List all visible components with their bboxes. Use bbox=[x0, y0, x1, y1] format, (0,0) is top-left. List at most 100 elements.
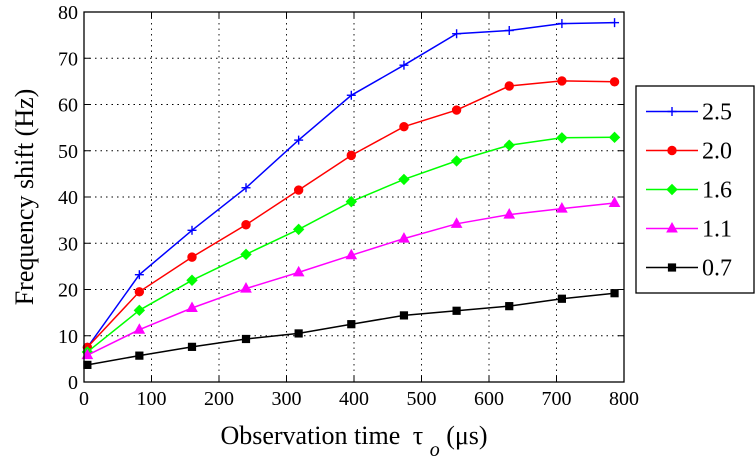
series-line bbox=[87, 292, 615, 366]
data-point bbox=[451, 105, 462, 115]
x-axis-title-unit: (μs) bbox=[446, 421, 487, 450]
legend-label: 1.1 bbox=[702, 217, 732, 243]
data-point bbox=[398, 232, 410, 243]
data-point bbox=[610, 18, 620, 28]
legend-item: 0.7 bbox=[646, 256, 732, 282]
data-point bbox=[187, 225, 197, 235]
data-point bbox=[293, 185, 304, 195]
x-tick-label: 300 bbox=[272, 388, 302, 410]
data-point bbox=[292, 265, 305, 277]
data-point bbox=[452, 29, 462, 39]
data-point bbox=[345, 248, 358, 260]
legend-marker bbox=[666, 183, 678, 196]
y-axis-title: Frequency shift (Hz) bbox=[10, 89, 39, 306]
data-point bbox=[134, 287, 145, 297]
legend-item: 1.6 bbox=[646, 178, 732, 204]
data-point bbox=[503, 139, 515, 151]
series-1-1 bbox=[81, 196, 621, 360]
y-tick-label: 70 bbox=[58, 48, 78, 70]
series-line bbox=[87, 202, 615, 356]
data-point bbox=[134, 270, 144, 280]
y-tick-label: 60 bbox=[58, 95, 78, 117]
data-point bbox=[187, 342, 197, 351]
data-point bbox=[294, 135, 304, 145]
data-point bbox=[241, 220, 251, 230]
data-point bbox=[557, 19, 567, 29]
data-point bbox=[133, 304, 146, 317]
data-point bbox=[452, 306, 461, 315]
tick-labels: 0 100 200 300 400 500 600 700 800 0 10 20 30 40 50 60 70… bbox=[58, 2, 639, 410]
legend-item: 2.5 bbox=[646, 100, 732, 126]
y-tick-label: 50 bbox=[58, 141, 78, 163]
y-tick-label: 30 bbox=[58, 233, 78, 255]
legend-label: 2.5 bbox=[702, 100, 732, 126]
data-point bbox=[292, 223, 305, 236]
x-tick-label: 800 bbox=[609, 388, 639, 410]
series-lines bbox=[81, 18, 621, 369]
data-point bbox=[241, 334, 251, 344]
data-point bbox=[556, 202, 568, 213]
data-point bbox=[609, 77, 620, 87]
series-line bbox=[86, 136, 615, 353]
data-point bbox=[504, 81, 514, 91]
data-point bbox=[186, 301, 198, 312]
data-point bbox=[345, 195, 358, 208]
data-point bbox=[186, 274, 198, 286]
series-2-0 bbox=[82, 76, 620, 353]
series-line bbox=[86, 80, 615, 348]
data-point bbox=[399, 311, 409, 320]
data-point bbox=[81, 348, 94, 360]
data-point bbox=[505, 302, 514, 311]
grid-lines bbox=[84, 12, 624, 382]
x-tick-label: 200 bbox=[204, 388, 234, 410]
data-point bbox=[608, 131, 621, 144]
x-axis-title-text: Observation time bbox=[220, 421, 400, 450]
x-axis-title: Observation time τ o (μs) bbox=[220, 421, 487, 462]
data-point bbox=[399, 122, 409, 132]
legend-label: 0.7 bbox=[702, 256, 732, 282]
data-point bbox=[83, 360, 92, 369]
x-axis-title-subscript: o bbox=[430, 439, 440, 461]
y-tick-label: 10 bbox=[58, 326, 78, 348]
data-point bbox=[557, 294, 566, 303]
data-point bbox=[240, 282, 252, 293]
legend: 2.5 2.0 1.6 1.1 0.7 bbox=[635, 85, 755, 294]
y-tick-label: 0 bbox=[68, 372, 78, 394]
y-tick-label: 20 bbox=[58, 280, 78, 302]
data-point bbox=[346, 150, 356, 161]
x-tick-label: 0 bbox=[79, 388, 89, 410]
legend-marker bbox=[667, 145, 677, 156]
plot-frame bbox=[83, 11, 625, 383]
data-point bbox=[187, 252, 197, 262]
data-point bbox=[240, 248, 252, 261]
series-line bbox=[86, 21, 615, 348]
x-tick-label: 400 bbox=[339, 388, 369, 410]
data-point bbox=[133, 323, 146, 334]
data-point bbox=[556, 132, 568, 144]
legend-marker bbox=[667, 107, 677, 116]
data-point bbox=[504, 26, 514, 35]
x-axis-title-symbol: τ bbox=[413, 421, 423, 450]
data-point bbox=[450, 155, 463, 167]
data-point bbox=[398, 173, 410, 186]
data-point bbox=[610, 289, 619, 298]
series-0-7 bbox=[83, 289, 619, 369]
legend-label: 2.0 bbox=[702, 139, 732, 165]
x-tick-label: 600 bbox=[474, 388, 504, 410]
x-tick-label: 100 bbox=[137, 388, 167, 410]
legend-item: 2.0 bbox=[646, 139, 732, 165]
data-point bbox=[503, 208, 516, 219]
data-point bbox=[135, 351, 144, 360]
data-point bbox=[294, 329, 303, 338]
data-point bbox=[557, 76, 567, 86]
y-tick-label: 80 bbox=[58, 2, 78, 24]
data-point bbox=[608, 196, 621, 208]
legend-item: 1.1 bbox=[646, 217, 732, 243]
data-point bbox=[450, 217, 463, 228]
data-point bbox=[347, 320, 356, 329]
data-point bbox=[346, 90, 356, 100]
data-point bbox=[241, 183, 251, 193]
y-tick-label: 40 bbox=[58, 187, 78, 209]
data-point bbox=[399, 60, 409, 70]
